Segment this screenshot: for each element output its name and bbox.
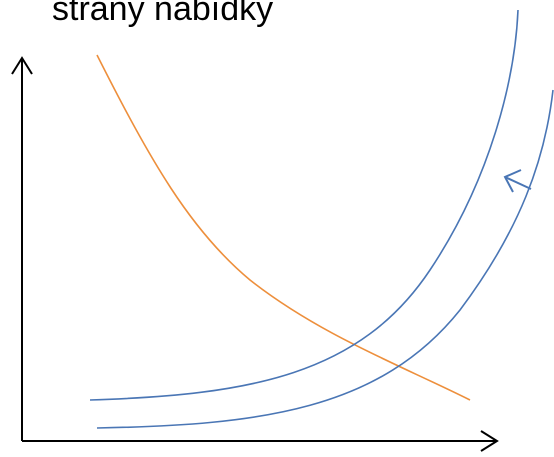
shift-arrow-head <box>503 169 522 193</box>
x-axis-arrow <box>480 430 499 452</box>
shift-arrow-shaft <box>504 176 532 190</box>
y-axis-arrow <box>11 56 33 75</box>
axes <box>11 56 499 452</box>
supply-curve-old <box>96 89 554 429</box>
shift-arrow <box>503 169 532 193</box>
supply-curve-new <box>89 9 519 401</box>
heading: strany nabídky <box>52 0 273 28</box>
demand-curve <box>96 54 471 401</box>
